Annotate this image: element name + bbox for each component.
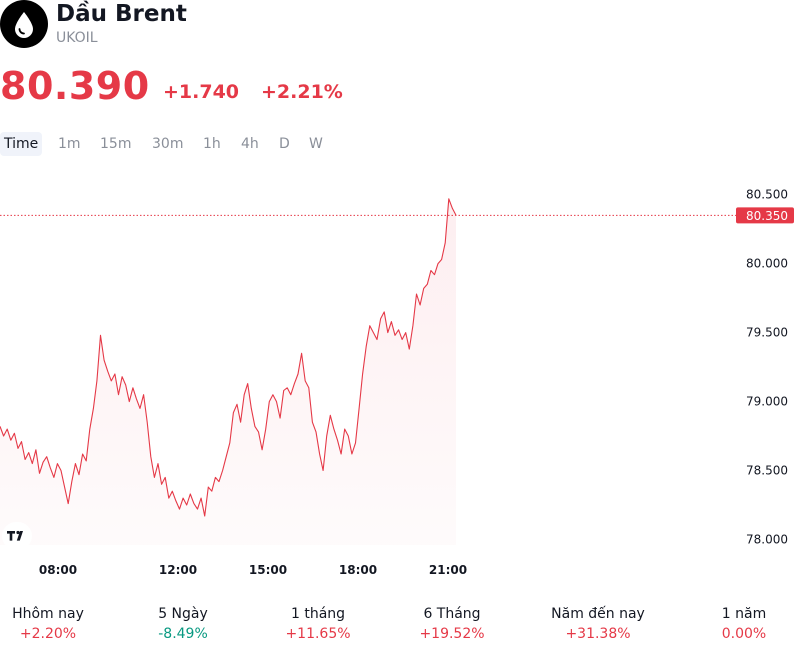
perf-value: +11.65%	[285, 626, 351, 642]
y-tick-label: 78.000	[746, 532, 788, 546]
perf-value: +31.38%	[565, 626, 631, 642]
performance-bar: Hhôm nay +2.20% 5 Ngày -8.49% 1 tháng +1…	[0, 604, 800, 660]
tab-1m[interactable]: 1m	[58, 136, 81, 152]
perf-value: 0.00%	[721, 626, 767, 642]
interval-tabs: Time 1m 15m 30m 1h 4h D W	[0, 132, 800, 156]
x-tick-label: 21:00	[429, 563, 467, 577]
tab-d[interactable]: D	[279, 136, 290, 152]
perf-label: Hhôm nay	[12, 606, 84, 622]
perf-value: -8.49%	[158, 626, 208, 642]
ticker-symbol: UKOIL	[56, 30, 98, 46]
last-price-badge	[736, 207, 794, 224]
perf-year-to-date[interactable]: Năm đến nay +31.38%	[538, 604, 658, 644]
quote-row: 80.390 +1.740 +2.21%	[0, 64, 800, 114]
perf-label: 6 Tháng	[423, 606, 481, 622]
oil-drop-icon	[0, 0, 48, 48]
perf-1-month[interactable]: 1 tháng +11.65%	[268, 604, 368, 644]
x-tick-label: 12:00	[159, 563, 197, 577]
header: Dầu Brent UKOIL	[0, 0, 800, 60]
tab-w[interactable]: W	[309, 136, 323, 152]
perf-label: 1 năm	[721, 606, 767, 622]
x-tick-label: 15:00	[249, 563, 287, 577]
instrument-title: Dầu Brent	[56, 1, 187, 27]
perf-label: 1 tháng	[290, 606, 346, 622]
perf-6-months[interactable]: 6 Tháng +19.52%	[402, 604, 502, 644]
tab-time[interactable]: Time	[0, 132, 43, 156]
price-area-fill	[0, 198, 456, 546]
last-price-badge-label: 80.350	[746, 209, 788, 223]
perf-today[interactable]: Hhôm nay +2.20%	[0, 604, 96, 644]
tradingview-logo-icon[interactable]	[2, 522, 32, 550]
price-change-percent: +2.21%	[261, 81, 343, 103]
price-chart-svg: 80.500 80.000 79.500 79.000 78.500 78.000 80.3…	[0, 188, 794, 577]
tab-1h[interactable]: 1h	[203, 136, 221, 152]
perf-value: +2.20%	[19, 626, 77, 642]
perf-5-days[interactable]: 5 Ngày -8.49%	[133, 604, 233, 644]
tab-30m[interactable]: 30m	[152, 136, 184, 152]
x-tick-label: 08:00	[39, 563, 77, 577]
y-tick-label: 80.500	[746, 188, 788, 202]
price-change: +1.740	[163, 81, 240, 103]
x-tick-label: 18:00	[339, 563, 377, 577]
tab-15m[interactable]: 15m	[100, 136, 132, 152]
y-tick-label: 79.500	[746, 326, 788, 340]
perf-label: 5 Ngày	[158, 606, 208, 622]
perf-1-year[interactable]: 1 năm 0.00%	[694, 604, 794, 644]
y-tick-label: 79.000	[746, 395, 788, 409]
y-tick-label: 80.000	[746, 257, 788, 271]
perf-label: Năm đến nay	[551, 606, 645, 622]
last-price: 80.390	[0, 64, 150, 108]
tab-4h[interactable]: 4h	[241, 136, 259, 152]
perf-value: +19.52%	[419, 626, 485, 642]
y-tick-label: 78.500	[746, 464, 788, 478]
price-chart[interactable]: 80.500 80.000 79.500 79.000 78.500 78.000 80.3…	[0, 170, 800, 590]
price-line	[0, 198, 457, 517]
